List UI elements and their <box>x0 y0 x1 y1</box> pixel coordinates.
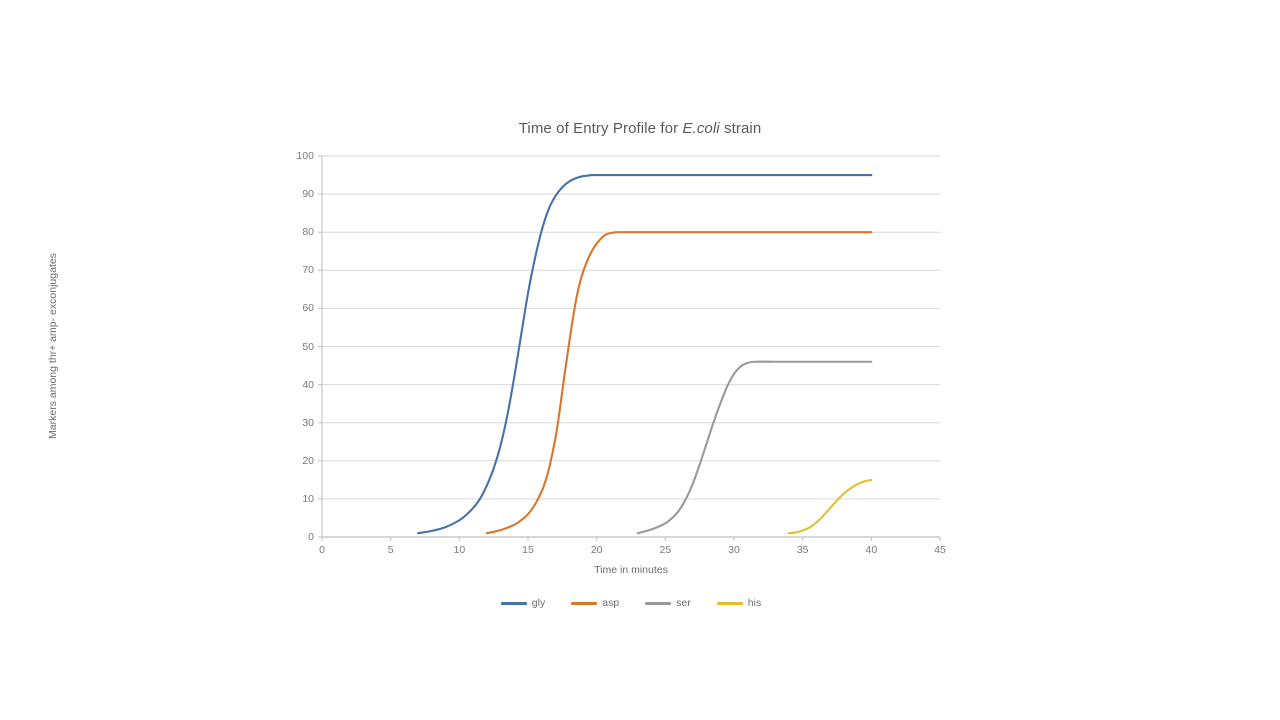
y-tick-label: 40 <box>302 378 314 391</box>
x-tick-label: 10 <box>453 544 466 556</box>
x-tick-label: 45 <box>934 544 946 556</box>
chart-title-species: E.coli <box>682 120 720 137</box>
chart-title-suffix: strain <box>719 120 762 137</box>
x-tick-label: 30 <box>728 544 740 556</box>
y-tick-label: 90 <box>302 188 314 201</box>
x-tick-label: 0 <box>319 544 325 556</box>
x-tick-label: 35 <box>796 544 809 556</box>
chart-title-prefix: Time of Entry Profile for <box>518 120 683 137</box>
series-line-gly <box>417 173 873 535</box>
legend-swatch-icon <box>500 602 527 605</box>
x-tick-label: 25 <box>659 544 672 556</box>
legend-label: ser <box>676 597 691 609</box>
y-tick-label: 100 <box>296 150 314 162</box>
x-tick-label: 5 <box>387 544 394 556</box>
legend-label: gly <box>531 597 546 609</box>
x-tick-label: 20 <box>590 544 603 556</box>
series-line-asp <box>485 231 873 535</box>
axis-lines <box>318 155 941 541</box>
legend-label: his <box>747 597 762 609</box>
y-tick-label: 50 <box>302 340 314 353</box>
series-line-his <box>787 478 873 535</box>
y-tick-label: 10 <box>302 492 314 505</box>
series-line-ser <box>636 360 873 535</box>
legend-item-his[interactable]: his <box>716 597 762 609</box>
legend-swatch-icon <box>716 602 743 605</box>
legend-swatch-icon <box>645 602 672 605</box>
gridlines <box>322 155 940 500</box>
x-axis-title: Time in minutes <box>594 564 668 576</box>
y-tick-label: 0 <box>308 531 314 543</box>
legend-item-asp[interactable]: asp <box>571 598 619 609</box>
y-tick-label: 70 <box>302 264 314 277</box>
chart-legend: gly asp ser his <box>322 598 940 609</box>
x-tick-label: 40 <box>865 544 878 556</box>
data-series-group <box>417 173 873 535</box>
y-tick-label: 20 <box>302 454 314 467</box>
legend-swatch-icon <box>571 602 598 605</box>
y-tick-label: 30 <box>302 416 314 429</box>
legend-item-ser[interactable]: ser <box>645 598 691 609</box>
legend-label: asp <box>602 597 620 609</box>
y-tick-label: 80 <box>302 226 314 239</box>
legend-item-gly[interactable]: gly <box>500 597 546 609</box>
y-tick-label: 60 <box>302 302 314 315</box>
chart-title: Time of Entry Profile for E.coli strain <box>0 120 1280 137</box>
x-tick-label: 15 <box>522 544 534 556</box>
